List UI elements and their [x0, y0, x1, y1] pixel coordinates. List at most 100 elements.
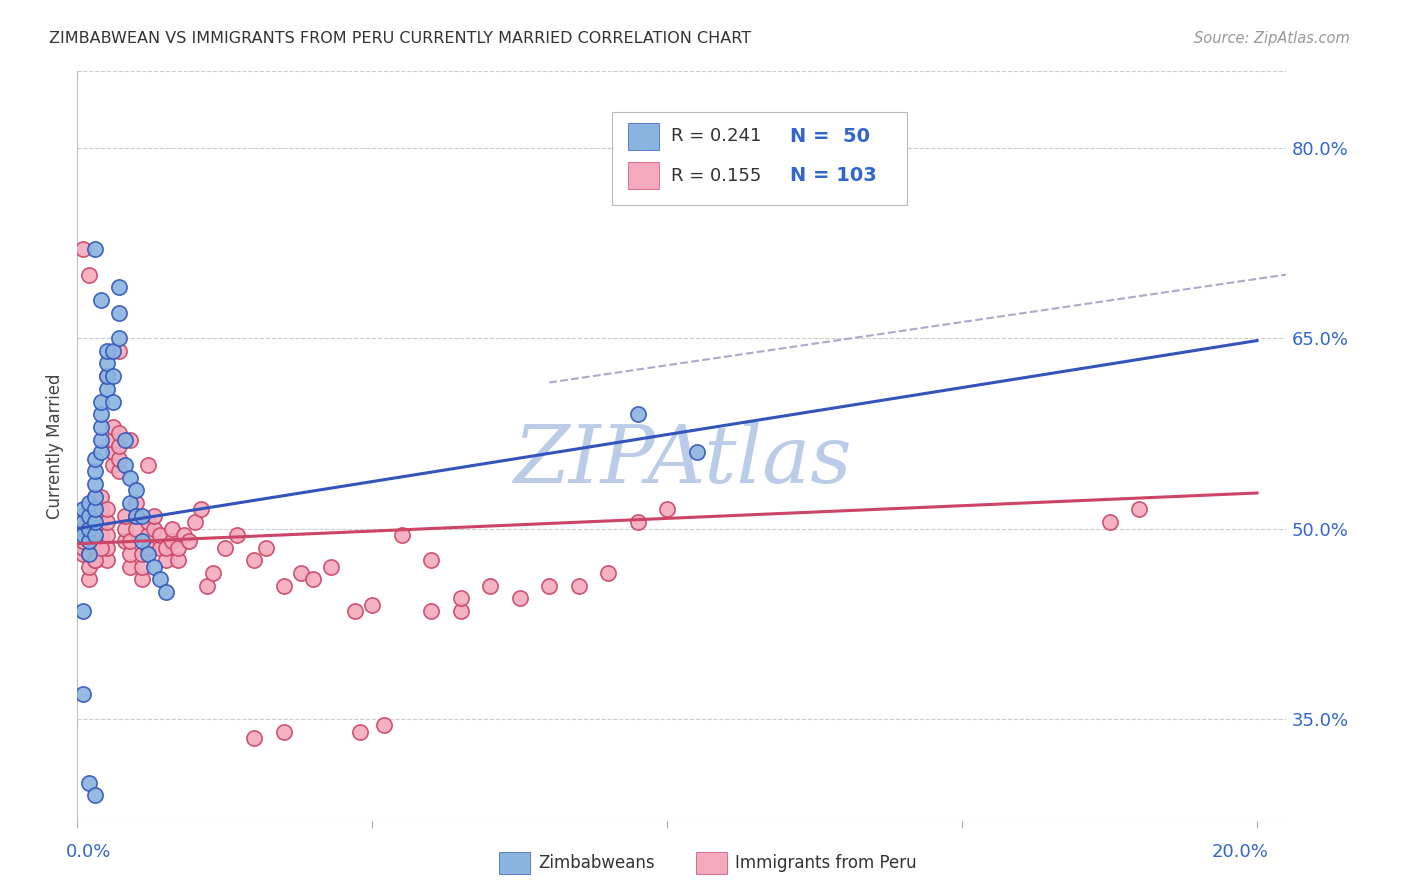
Point — [120, 534, 142, 549]
Point — [84, 464, 107, 478]
Point — [101, 394, 124, 409]
Text: Source: ZipAtlas.com: Source: ZipAtlas.com — [1194, 31, 1350, 46]
Point — [627, 407, 650, 421]
Point — [1098, 515, 1121, 529]
Point — [96, 515, 118, 529]
Point — [420, 553, 443, 567]
Point — [184, 515, 207, 529]
Point — [101, 420, 124, 434]
Point — [114, 522, 136, 536]
Text: 0.0%: 0.0% — [66, 844, 111, 862]
Y-axis label: Currently Married: Currently Married — [46, 373, 65, 519]
Point — [101, 445, 124, 459]
Point — [107, 306, 129, 320]
Point — [120, 496, 142, 510]
Point — [84, 515, 107, 529]
Point — [72, 687, 94, 701]
Point — [77, 559, 100, 574]
Point — [136, 528, 159, 542]
Point — [131, 508, 153, 523]
Point — [96, 541, 118, 555]
Point — [160, 522, 183, 536]
Point — [143, 522, 166, 536]
Point — [627, 515, 650, 529]
Point — [77, 534, 100, 549]
Point — [479, 579, 502, 593]
Point — [72, 534, 94, 549]
Point — [77, 268, 100, 282]
Point — [131, 534, 153, 549]
Point — [84, 528, 107, 542]
Point — [136, 458, 159, 472]
Point — [568, 579, 591, 593]
Point — [166, 541, 188, 555]
Text: R = 0.241: R = 0.241 — [671, 128, 761, 145]
Point — [136, 515, 159, 529]
Point — [96, 553, 118, 567]
Point — [90, 420, 112, 434]
Point — [319, 559, 342, 574]
Point — [96, 369, 118, 384]
Point — [509, 591, 531, 606]
Point — [657, 502, 679, 516]
Point — [125, 508, 148, 523]
Point — [114, 508, 136, 523]
Point — [107, 464, 129, 478]
Point — [131, 572, 153, 586]
Point — [143, 559, 166, 574]
Point — [96, 528, 118, 542]
Point — [107, 451, 129, 466]
Text: ZIMBABWEAN VS IMMIGRANTS FROM PERU CURRENTLY MARRIED CORRELATION CHART: ZIMBABWEAN VS IMMIGRANTS FROM PERU CURRE… — [49, 31, 751, 46]
Point — [107, 343, 129, 358]
Point — [107, 439, 129, 453]
Point — [302, 572, 325, 586]
Text: R = 0.155: R = 0.155 — [671, 167, 761, 185]
Point — [1128, 502, 1150, 516]
Point — [77, 528, 100, 542]
Point — [391, 528, 413, 542]
Point — [149, 541, 172, 555]
Point — [90, 528, 112, 542]
Point — [77, 515, 100, 529]
Point — [420, 604, 443, 618]
Point — [155, 585, 177, 599]
Point — [120, 547, 142, 561]
Point — [84, 490, 107, 504]
Point — [160, 534, 183, 549]
Point — [84, 242, 107, 256]
Point — [373, 718, 395, 732]
Point — [77, 547, 100, 561]
Point — [72, 528, 94, 542]
Point — [101, 458, 124, 472]
Point — [155, 553, 177, 567]
Point — [685, 445, 707, 459]
Point — [538, 579, 561, 593]
Point — [120, 433, 142, 447]
Point — [201, 566, 224, 580]
Point — [72, 604, 94, 618]
Point — [96, 382, 118, 396]
Point — [254, 541, 277, 555]
Point — [136, 541, 159, 555]
Point — [214, 541, 236, 555]
Point — [273, 579, 295, 593]
Point — [90, 541, 112, 555]
Point — [90, 433, 112, 447]
Point — [96, 343, 118, 358]
Point — [84, 477, 107, 491]
Point — [190, 502, 212, 516]
Point — [101, 369, 124, 384]
Point — [90, 502, 112, 516]
Point — [120, 559, 142, 574]
Point — [149, 528, 172, 542]
Point — [90, 293, 112, 307]
Point — [166, 553, 188, 567]
Point — [90, 541, 112, 555]
Point — [131, 559, 153, 574]
Point — [173, 528, 195, 542]
Point — [84, 553, 107, 567]
Point — [77, 775, 100, 789]
Point — [96, 356, 118, 370]
Point — [72, 502, 94, 516]
Point — [101, 433, 124, 447]
